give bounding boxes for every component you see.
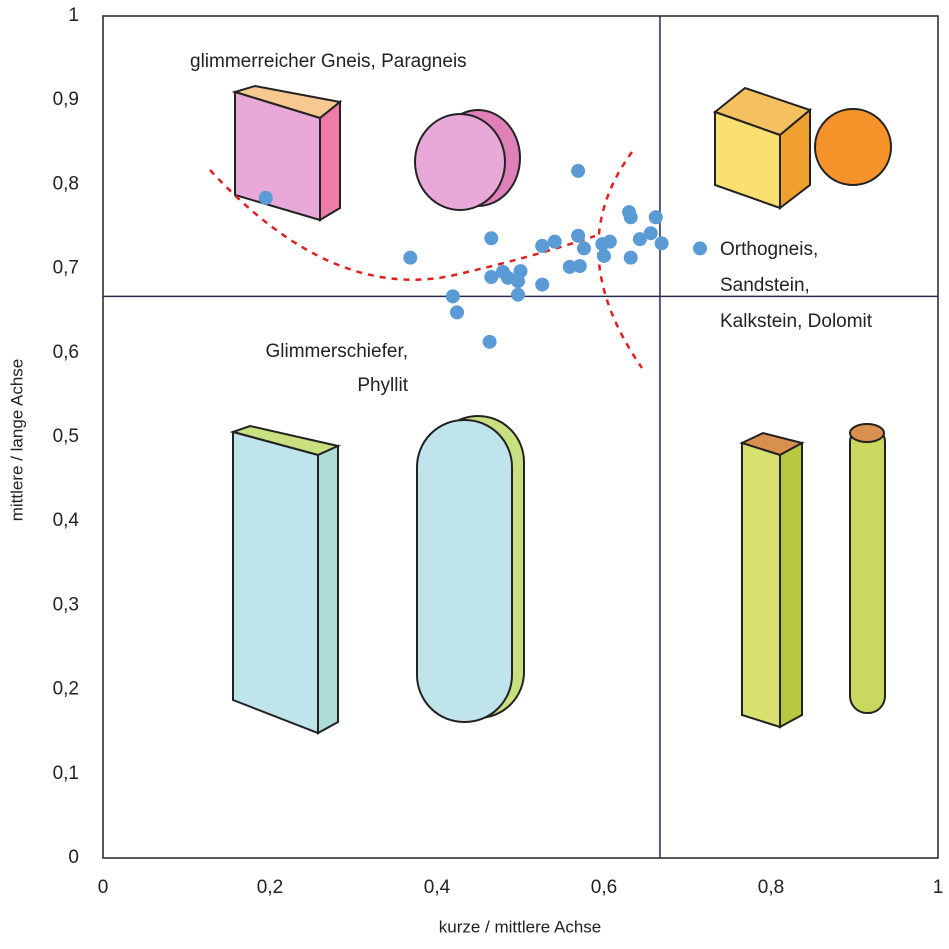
shape bbox=[318, 446, 338, 733]
annotation: Phyllit bbox=[357, 375, 408, 396]
x-tick-label: 1 bbox=[933, 877, 944, 898]
annotation: glimmerreicher Gneis, Paragneis bbox=[190, 51, 467, 72]
x-tick-label: 0,2 bbox=[257, 877, 283, 898]
data-point bbox=[450, 305, 464, 319]
data-point bbox=[603, 235, 617, 249]
annotation: Orthogneis, bbox=[720, 239, 818, 260]
chart: glimmerreicher Gneis, Paragneis Orthogne… bbox=[0, 0, 949, 944]
data-point bbox=[483, 335, 497, 349]
y-tick-label: 0,6 bbox=[53, 342, 79, 363]
annotation: Glimmerschiefer, bbox=[265, 341, 408, 362]
y-tick-label: 0,9 bbox=[53, 89, 79, 110]
annotation: Sandstein, bbox=[720, 275, 810, 296]
data-point bbox=[403, 251, 417, 265]
data-point bbox=[535, 239, 549, 253]
plot-frame bbox=[103, 16, 938, 858]
data-point bbox=[624, 210, 638, 224]
y-tick-label: 0,3 bbox=[53, 594, 79, 615]
data-point bbox=[597, 249, 611, 263]
shape bbox=[815, 109, 891, 185]
shape bbox=[850, 425, 885, 713]
data-point bbox=[693, 241, 707, 255]
y-tick-label: 0,5 bbox=[53, 426, 79, 447]
data-point bbox=[535, 278, 549, 292]
data-point bbox=[624, 251, 638, 265]
data-point bbox=[571, 164, 585, 178]
shape bbox=[233, 432, 318, 733]
y-tick-label: 0 bbox=[68, 847, 79, 868]
data-point bbox=[484, 231, 498, 245]
data-point bbox=[644, 226, 658, 240]
x-tick-label: 0,6 bbox=[591, 877, 617, 898]
data-point bbox=[571, 229, 585, 243]
data-point bbox=[577, 241, 591, 255]
y-tick-label: 0,2 bbox=[53, 679, 79, 700]
data-point bbox=[655, 236, 669, 250]
shape bbox=[320, 102, 340, 220]
data-point bbox=[548, 235, 562, 249]
shape bbox=[850, 424, 884, 442]
data-point bbox=[573, 259, 587, 273]
shape bbox=[780, 443, 802, 727]
y-tick-label: 0,8 bbox=[53, 173, 79, 194]
y-tick-label: 1 bbox=[68, 5, 79, 26]
x-axis-label: kurze / mittlere Achse bbox=[439, 917, 602, 936]
data-point bbox=[446, 289, 460, 303]
y-tick-label: 0,4 bbox=[53, 510, 80, 531]
shape bbox=[742, 443, 780, 727]
y-tick-label: 0,1 bbox=[53, 763, 79, 784]
data-point bbox=[511, 288, 525, 302]
x-tick-label: 0 bbox=[98, 877, 109, 898]
x-tick-label: 0,8 bbox=[758, 877, 784, 898]
y-tick-label: 0,7 bbox=[53, 258, 79, 279]
x-tick-label: 0,4 bbox=[424, 877, 451, 898]
shape bbox=[415, 114, 505, 210]
data-point bbox=[259, 191, 273, 205]
data-point bbox=[514, 264, 528, 278]
shape bbox=[417, 420, 512, 722]
illustrations bbox=[210, 86, 891, 733]
y-axis-label: mittlere / lange Achse bbox=[7, 359, 26, 522]
data-point bbox=[649, 210, 663, 224]
annotation: Kalkstein, Dolomit bbox=[720, 311, 873, 332]
